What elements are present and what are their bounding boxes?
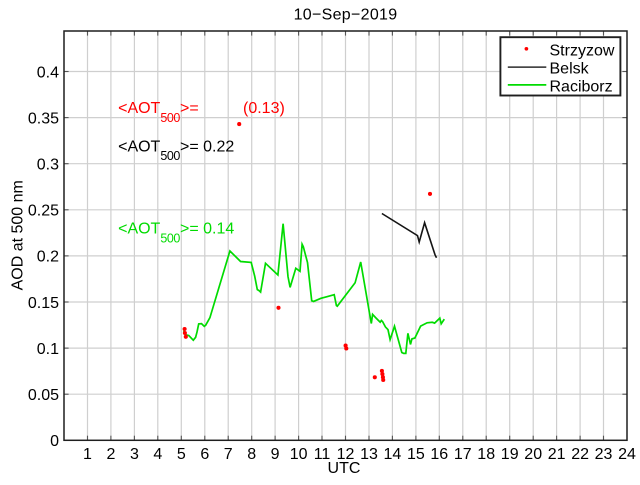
- svg-text:2: 2: [106, 446, 115, 463]
- svg-text:0.2: 0.2: [37, 249, 59, 266]
- svg-text:20: 20: [524, 446, 542, 463]
- svg-text:0: 0: [50, 433, 59, 450]
- svg-text:24: 24: [618, 446, 636, 463]
- svg-text:10: 10: [290, 446, 308, 463]
- svg-text:AOD at 500 nm: AOD at 500 nm: [9, 180, 26, 290]
- svg-text:16: 16: [430, 446, 448, 463]
- svg-text:6: 6: [200, 446, 209, 463]
- svg-text:UTC: UTC: [328, 460, 361, 477]
- svg-text:15: 15: [407, 446, 425, 463]
- svg-text:0.4: 0.4: [37, 64, 59, 81]
- svg-text:9: 9: [271, 446, 280, 463]
- svg-text:Belsk: Belsk: [550, 61, 590, 78]
- svg-text:13: 13: [360, 446, 378, 463]
- svg-text:23: 23: [595, 446, 613, 463]
- svg-text:18: 18: [477, 446, 495, 463]
- svg-text:11: 11: [314, 446, 331, 463]
- svg-text:22: 22: [571, 446, 589, 463]
- svg-text:10−Sep−2019: 10−Sep−2019: [294, 7, 398, 24]
- svg-text:3: 3: [130, 446, 139, 463]
- svg-text:21: 21: [548, 446, 566, 463]
- svg-text:7: 7: [224, 446, 233, 463]
- svg-text:1: 1: [83, 446, 92, 463]
- svg-text:0.35: 0.35: [28, 110, 59, 127]
- svg-text:19: 19: [501, 446, 519, 463]
- svg-text:0.25: 0.25: [28, 203, 59, 220]
- svg-text:0.3: 0.3: [37, 157, 59, 174]
- svg-text:0.15: 0.15: [28, 295, 59, 312]
- svg-text:14: 14: [384, 446, 402, 463]
- svg-text:0.1: 0.1: [37, 341, 59, 358]
- svg-text:(0.13): (0.13): [243, 100, 285, 117]
- svg-text:Raciborz: Raciborz: [550, 78, 613, 95]
- svg-text:5: 5: [177, 446, 186, 463]
- svg-text:8: 8: [247, 446, 256, 463]
- svg-text:4: 4: [153, 446, 162, 463]
- svg-text:0.05: 0.05: [28, 387, 59, 404]
- svg-text:17: 17: [454, 446, 472, 463]
- svg-text:12: 12: [337, 446, 355, 463]
- svg-text:Strzyzow: Strzyzow: [550, 42, 615, 59]
